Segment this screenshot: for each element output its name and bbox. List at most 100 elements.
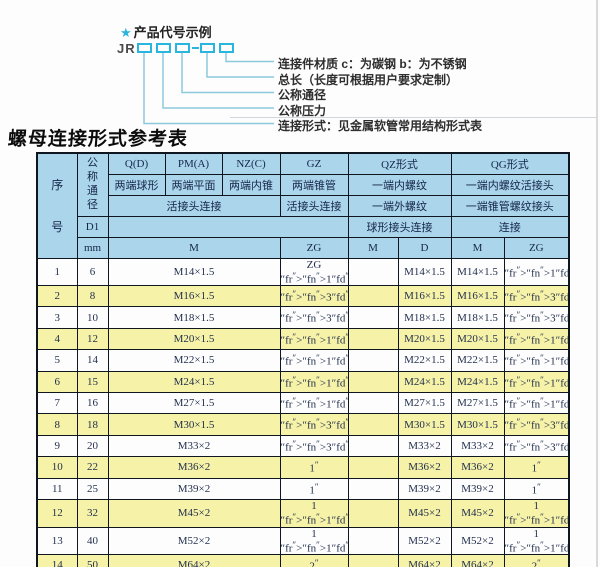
m-thread-cell: M27×1.5 [107, 392, 281, 415]
dn-cell: 22 [76, 456, 109, 479]
product-code-prefix: JR [117, 41, 136, 56]
header-qg-taper: 一端锥管螺纹接头 [450, 194, 570, 217]
seq-cell: 5 [36, 349, 78, 372]
qz-m-cell [347, 349, 399, 372]
qz-m-cell [347, 327, 399, 351]
table-row: 412M20×1.5″fr″>″fn″>1″fd″>2″M20×1.5M20×1… [36, 327, 570, 351]
header-dn: 公称通径 [76, 152, 109, 217]
table-title: 螺母连接形式参考表 [7, 128, 189, 150]
qz-d-cell: M39×2 [397, 477, 452, 501]
dn-cell: 32 [76, 499, 109, 528]
dn-cell: 12 [76, 327, 109, 351]
m-thread-cell: M30×1.5 [107, 413, 281, 436]
gz-thread-cell: ″fr″>″fn″>1″fd″>2″ [279, 392, 349, 415]
qz-m-cell [347, 456, 399, 479]
m-thread-cell: M39×2 [107, 477, 281, 501]
m-thread-cell: M16×1.5 [107, 285, 281, 308]
gz-thread-cell: ″fr″>″fn″>3″fd″>4″ [279, 434, 349, 458]
gz-thread-cell: 1 ″fr″>″fn″>1″fd″>4″ [279, 499, 349, 528]
gz-thread-cell: 1″ [279, 477, 349, 501]
code-diagram-graphic [137, 43, 274, 125]
product-code-heading-text: 产品代号示例 [133, 25, 212, 40]
qz-m-cell [347, 370, 399, 394]
gz-thread-cell: ″fr″>″fn″>3″fd″>8″ [279, 306, 349, 329]
qz-d-cell: M27×1.5 [397, 392, 452, 415]
header-qg-form: QG形式 [450, 152, 570, 175]
seq-cell: 8 [36, 413, 78, 436]
gz-thread-cell: ″fr″>″fn″>1″fd″>2″ [279, 327, 349, 351]
qg-zg-cell: ″fr″>″fn″>1″fd″>2″ [503, 327, 570, 351]
dn-cell: 15 [76, 370, 109, 394]
header-d1: D1 [76, 215, 109, 238]
qg-zg-cell: 1 ″fr″>″fn″>1″fd″>2″ [503, 526, 570, 556]
m-thread-cell: M18×1.5 [107, 306, 281, 329]
qz-m-cell [347, 392, 399, 415]
m-thread-cell: M24×1.5 [107, 370, 281, 394]
m-thread-cell: M20×1.5 [107, 327, 281, 351]
table-row: 514M22×1.5″fr″>″fn″>1″fd″>2″M22×1.5M22×1… [36, 349, 570, 372]
dn-cell: 8 [76, 285, 109, 308]
qz-d-cell: M20×1.5 [397, 327, 452, 351]
gz-thread-cell: ″fr″>″fn″>1″fd″>2″ [279, 349, 349, 372]
gz-thread-cell: ZG ″fr″>″fn″>1″fd″>4″ [279, 257, 349, 287]
gz-thread-cell: ″fr″>″fn″>1″fd″>2″ [279, 370, 349, 394]
qz-m-cell [347, 413, 399, 436]
seq-cell: 3 [36, 306, 78, 329]
dn-cell: 16 [76, 392, 109, 415]
qg-m-cell: M20×1.5 [450, 327, 505, 351]
dn-cell: 14 [76, 349, 109, 372]
header-union-connect: 活接头连接 [107, 194, 281, 217]
qg-m-cell: M33×2 [450, 434, 505, 458]
header-gz-desc: 两端锥管 [279, 173, 349, 196]
page-edge-line-vertical [596, 0, 598, 567]
qg-zg-cell: 1 ″fr″>″fn″>1″fd″>4″ [503, 499, 570, 528]
table-row: 310M18×1.5″fr″>″fn″>3″fd″>8″M18×1.5M18×1… [36, 306, 570, 329]
header-qg-connect: 连接 [450, 215, 570, 238]
qg-m-cell: M18×1.5 [450, 306, 505, 329]
qg-zg-cell: ″fr″>″fn″>3″fd″>4″ [503, 413, 570, 436]
header-qg-m-unit: M [450, 236, 505, 259]
qg-zg-cell: ″fr″>″fn″>1″fd″>2″ [503, 370, 570, 394]
code-box-icons [137, 43, 234, 53]
header-nz-form: NZ(C) [221, 152, 281, 175]
header-qz-ball-connect: 球形接头连接 [347, 215, 452, 238]
dn-cell: 40 [76, 526, 109, 556]
m-thread-cell: M33×2 [107, 434, 281, 458]
table-row: 818M30×1.5″fr″>″fn″>3″fd″>4″M30×1.5M30×1… [36, 413, 570, 436]
qz-m-cell [347, 306, 399, 329]
qg-m-cell: M64×2 [450, 554, 505, 567]
diagram-label: 总长（长度可根据用户要求定制） [278, 72, 459, 87]
header-pm-desc: 两端平面 [164, 173, 223, 196]
header-gz-unit: ZG [279, 236, 349, 259]
header-row-3: 活接头连接 活接头连接 一端外螺纹 一端锥管螺纹接头 [37, 194, 570, 217]
qg-zg-cell: ″fr″>″fn″>1″fd″>2″ [503, 392, 570, 415]
dn-cell: 20 [76, 434, 109, 458]
table-header: 序号 公称通径 Q(D) PM(A) NZ(C) GZ QZ形式 QG形式 两端… [36, 152, 570, 259]
nut-connection-table: 序号 公称通径 Q(D) PM(A) NZ(C) GZ QZ形式 QG形式 两端… [36, 152, 571, 567]
seq-cell: 1 [36, 257, 78, 287]
header-mm: mm [76, 236, 109, 259]
seq-cell: 7 [36, 392, 78, 415]
qz-m-cell [347, 526, 399, 556]
header-blank [107, 215, 349, 238]
header-m-unit: M [107, 236, 281, 259]
qg-m-cell: M36×2 [450, 456, 505, 479]
dn-cell: 18 [76, 413, 109, 436]
qg-m-cell: M27×1.5 [450, 392, 505, 415]
dn-cell: 6 [76, 257, 109, 287]
seq-cell: 12 [36, 499, 78, 528]
header-q-desc: 两端球形 [107, 173, 166, 196]
qg-zg-cell: 1″ [503, 477, 570, 501]
header-qz-d-unit: D [397, 236, 452, 259]
gz-thread-cell: ″fr″>″fn″>3″fd″>4″ [279, 413, 349, 436]
seq-cell: 13 [36, 526, 78, 556]
header-q-form: Q(D) [107, 152, 166, 175]
qz-m-cell [347, 285, 399, 308]
qg-zg-cell: 1″ [503, 456, 570, 479]
seq-cell: 14 [36, 554, 78, 567]
header-gz-form: GZ [279, 152, 349, 175]
